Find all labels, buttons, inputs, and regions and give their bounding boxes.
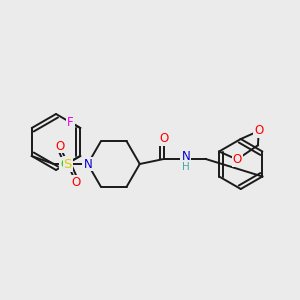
Text: O: O (71, 176, 80, 188)
Text: H: H (182, 162, 190, 172)
Text: O: O (55, 140, 64, 152)
Text: S: S (64, 158, 72, 170)
Text: O: O (254, 124, 263, 137)
Text: F: F (67, 116, 74, 128)
Text: N: N (182, 149, 190, 163)
Text: Cl: Cl (60, 158, 72, 170)
Text: O: O (159, 133, 168, 146)
Text: O: O (232, 153, 242, 166)
Text: N: N (83, 158, 92, 170)
Text: N: N (83, 158, 92, 170)
